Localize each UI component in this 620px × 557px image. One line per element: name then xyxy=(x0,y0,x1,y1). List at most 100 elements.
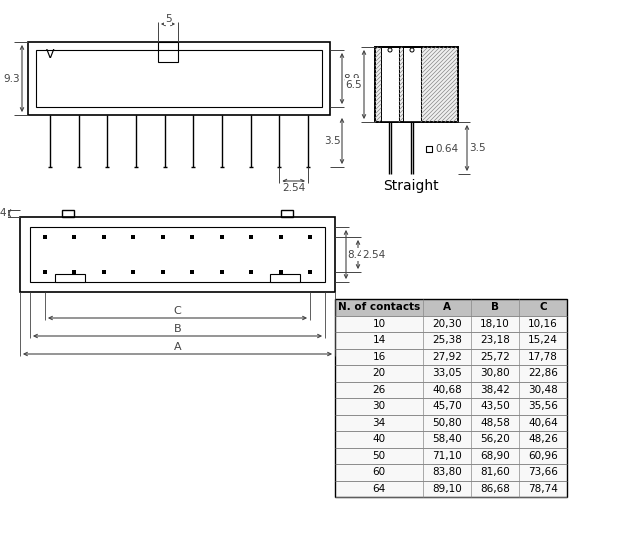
Text: 30,80: 30,80 xyxy=(480,368,510,378)
Text: 17,78: 17,78 xyxy=(528,352,558,361)
Bar xyxy=(131,235,135,239)
Text: 3.5: 3.5 xyxy=(469,143,485,153)
Bar xyxy=(375,47,458,122)
Text: A: A xyxy=(443,302,451,312)
Text: 71,10: 71,10 xyxy=(432,451,462,461)
Text: 30: 30 xyxy=(373,401,386,411)
Bar xyxy=(36,50,322,107)
Text: V: V xyxy=(46,47,55,61)
Bar xyxy=(102,235,106,239)
Text: 22,86: 22,86 xyxy=(528,368,558,378)
Bar xyxy=(335,299,567,315)
Bar xyxy=(190,235,194,239)
Bar xyxy=(161,235,165,239)
Bar xyxy=(278,235,283,239)
Text: 89,10: 89,10 xyxy=(432,483,462,494)
Bar xyxy=(219,270,224,274)
Text: 34: 34 xyxy=(373,418,386,428)
Bar xyxy=(335,481,567,497)
Text: 38,42: 38,42 xyxy=(480,385,510,395)
Text: 20,30: 20,30 xyxy=(432,319,462,329)
Bar xyxy=(278,270,283,274)
Text: 9.3: 9.3 xyxy=(4,74,20,84)
Text: 60: 60 xyxy=(373,467,386,477)
Bar xyxy=(335,382,567,398)
Bar xyxy=(375,47,458,122)
Bar xyxy=(308,270,312,274)
Bar xyxy=(270,274,300,282)
Text: B: B xyxy=(491,302,499,312)
Text: 40: 40 xyxy=(373,434,386,444)
Text: 25,38: 25,38 xyxy=(432,335,462,345)
Text: 8.9: 8.9 xyxy=(343,74,360,84)
Text: A: A xyxy=(174,342,181,352)
Bar xyxy=(102,270,106,274)
Text: 48,26: 48,26 xyxy=(528,434,558,444)
Text: 2.54: 2.54 xyxy=(362,250,386,260)
Text: C: C xyxy=(174,306,182,316)
Bar xyxy=(43,270,47,274)
Bar xyxy=(426,146,432,152)
Text: B: B xyxy=(174,324,181,334)
Text: 0.4: 0.4 xyxy=(0,208,7,218)
Text: 2.54: 2.54 xyxy=(282,183,305,193)
Text: 83,80: 83,80 xyxy=(432,467,462,477)
Bar xyxy=(335,332,567,349)
Text: 86,68: 86,68 xyxy=(480,483,510,494)
Text: 48,58: 48,58 xyxy=(480,418,510,428)
Text: 6.5: 6.5 xyxy=(346,80,362,90)
Bar xyxy=(281,210,293,217)
Text: Straight: Straight xyxy=(383,179,438,193)
Bar xyxy=(249,270,253,274)
Text: 73,66: 73,66 xyxy=(528,467,558,477)
Text: 64: 64 xyxy=(373,483,386,494)
Text: 30,48: 30,48 xyxy=(528,385,558,395)
Bar xyxy=(335,398,567,414)
Text: 8.4: 8.4 xyxy=(348,250,365,260)
Text: 50,80: 50,80 xyxy=(432,418,462,428)
Bar xyxy=(30,227,325,282)
Text: 40,64: 40,64 xyxy=(528,418,558,428)
Text: 16: 16 xyxy=(373,352,386,361)
Text: 78,74: 78,74 xyxy=(528,483,558,494)
Text: 33,05: 33,05 xyxy=(432,368,462,378)
Text: 5: 5 xyxy=(165,14,171,24)
Text: 56,20: 56,20 xyxy=(480,434,510,444)
Bar xyxy=(73,235,76,239)
Bar xyxy=(403,47,421,122)
Bar xyxy=(381,47,399,122)
Bar xyxy=(335,431,567,447)
Bar xyxy=(335,315,567,332)
Text: 20: 20 xyxy=(373,368,386,378)
Text: 58,40: 58,40 xyxy=(432,434,462,444)
Text: 10,16: 10,16 xyxy=(528,319,558,329)
Bar xyxy=(43,235,47,239)
Bar xyxy=(335,447,567,464)
Text: 18,10: 18,10 xyxy=(480,319,510,329)
Text: 15,24: 15,24 xyxy=(528,335,558,345)
Bar xyxy=(161,270,165,274)
Bar xyxy=(158,42,178,62)
Bar xyxy=(375,47,458,122)
Bar xyxy=(62,210,74,217)
Text: 26: 26 xyxy=(373,385,386,395)
Text: 27,92: 27,92 xyxy=(432,352,462,361)
Bar xyxy=(335,414,567,431)
Text: 68,90: 68,90 xyxy=(480,451,510,461)
Bar xyxy=(20,217,335,292)
Bar xyxy=(219,235,224,239)
Bar xyxy=(381,47,399,122)
Bar xyxy=(335,365,567,382)
Text: C: C xyxy=(539,302,547,312)
Text: 10: 10 xyxy=(373,319,386,329)
Text: 35,56: 35,56 xyxy=(528,401,558,411)
Bar xyxy=(249,235,253,239)
Bar xyxy=(131,270,135,274)
Bar xyxy=(335,349,567,365)
Bar xyxy=(73,270,76,274)
Text: 81,60: 81,60 xyxy=(480,467,510,477)
Text: 60,96: 60,96 xyxy=(528,451,558,461)
Text: 50: 50 xyxy=(373,451,386,461)
Text: N. of contacts: N. of contacts xyxy=(338,302,420,312)
Text: 14: 14 xyxy=(373,335,386,345)
